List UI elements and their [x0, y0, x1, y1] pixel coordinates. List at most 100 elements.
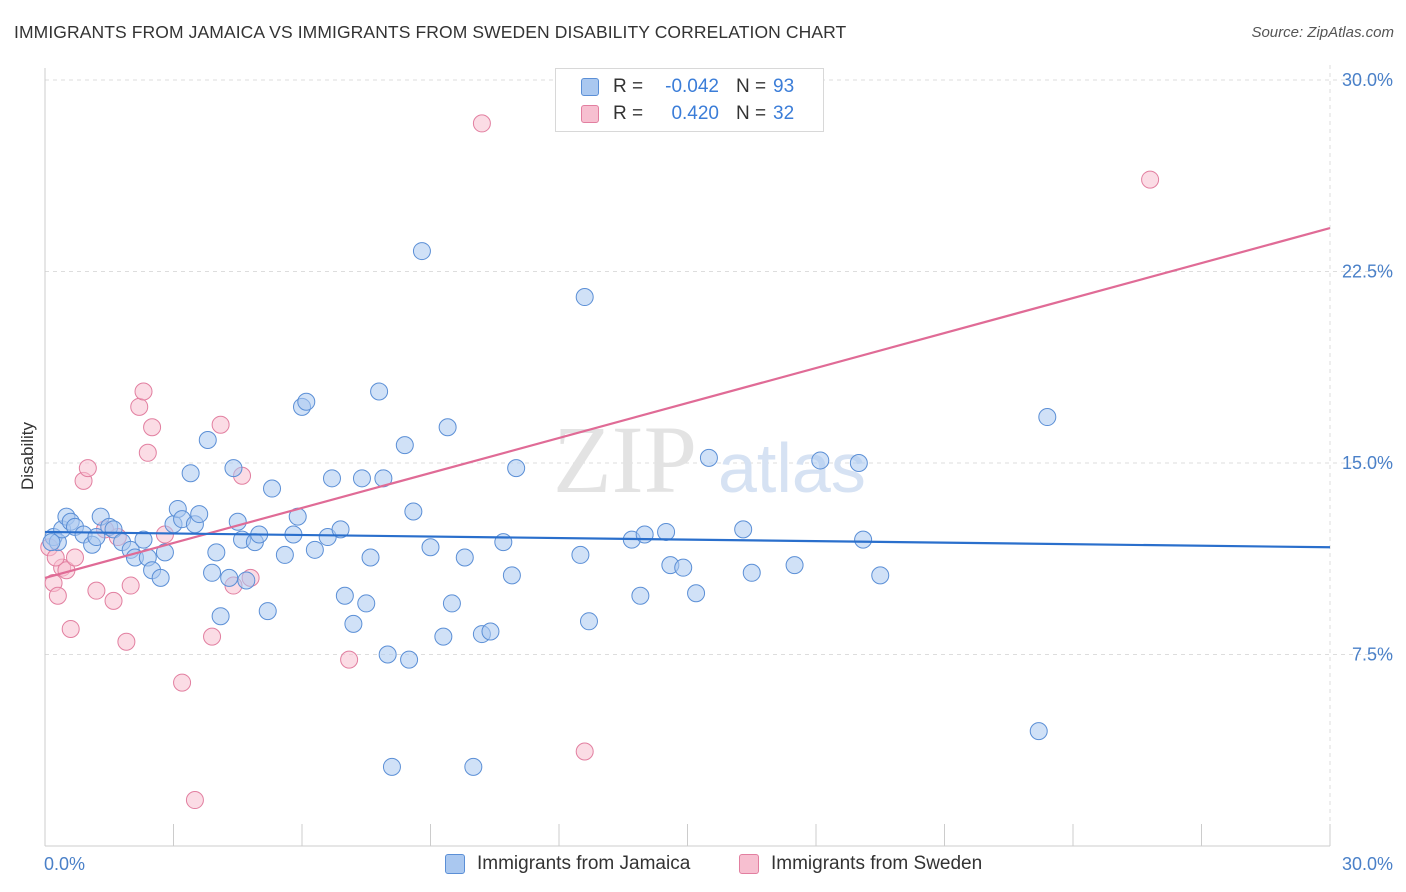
jamaica-point — [674, 558, 693, 577]
y-tick-label: 22.5% — [1342, 262, 1393, 282]
sweden-point — [138, 443, 157, 462]
jamaica-point — [237, 571, 256, 590]
jamaica-point — [579, 612, 598, 631]
bottom-legend-sweden-label: Immigrants from Sweden — [771, 853, 983, 874]
sweden-point — [117, 632, 136, 651]
jamaica-point — [352, 469, 371, 488]
jamaica-point — [404, 502, 423, 521]
jamaica-point — [481, 622, 500, 641]
jamaica-point — [297, 392, 316, 411]
jamaica-point — [849, 454, 868, 472]
jamaica-point — [134, 530, 153, 549]
jamaica-point — [322, 469, 341, 488]
bottom-swatch-sweden — [739, 854, 759, 874]
legend-row-sweden: R = 0.420 N = 32 — [556, 101, 823, 127]
legend-swatch-jamaica — [581, 78, 599, 96]
sweden-point — [48, 586, 67, 605]
chart-title: IMMIGRANTS FROM JAMAICA VS IMMIGRANTS FR… — [14, 22, 847, 42]
jamaica-point — [455, 548, 474, 567]
jamaica-point — [305, 540, 324, 559]
sweden-point — [130, 397, 149, 416]
jamaica-point — [263, 479, 282, 498]
jamaica-point — [507, 459, 526, 478]
tick-labels: 7.5% 15.0% 22.5% 30.0% 0.0% 30.0% — [44, 70, 1393, 874]
jamaica-point — [357, 594, 376, 613]
jamaica-point — [871, 566, 890, 585]
bottom-swatch-jamaica — [445, 854, 465, 874]
jamaica-point — [203, 563, 222, 582]
jamaica-point — [442, 594, 461, 613]
source-label: Source: ZipAtlas.com — [1251, 24, 1394, 41]
jamaica-point — [220, 568, 239, 587]
sweden-point — [1141, 170, 1160, 189]
legend-n-value: 93 — [773, 76, 795, 97]
x-tick-label: 30.0% — [1342, 854, 1393, 874]
jamaica-point — [434, 627, 453, 646]
jamaica-point — [382, 757, 401, 776]
jamaica-point — [502, 566, 521, 585]
sweden-point — [46, 548, 65, 567]
legend-swatch-sweden — [581, 105, 599, 123]
jamaica-point — [258, 602, 277, 621]
legend-r-label: R = — [613, 103, 644, 124]
jamaica-point — [42, 533, 61, 552]
sweden-point — [143, 418, 162, 437]
sweden-point — [472, 114, 491, 133]
jamaica-point — [151, 568, 170, 587]
watermark-atlas: atlas — [718, 429, 866, 507]
trend-lines — [44, 227, 1331, 579]
jamaica-point — [412, 242, 431, 261]
jamaica-point — [207, 543, 226, 562]
sweden-point — [78, 459, 97, 478]
legend-r-value: -0.042 — [665, 76, 719, 97]
jamaica-point — [275, 545, 294, 564]
jamaica-point — [438, 418, 457, 437]
jamaica-point — [1029, 722, 1048, 741]
bottom-legend-jamaica-label: Immigrants from Jamaica — [477, 853, 691, 874]
jamaica-point — [631, 586, 650, 605]
legend-n-label: N = — [736, 76, 767, 97]
watermark: ZIP atlas — [553, 406, 866, 513]
jamaica-point — [181, 464, 200, 483]
jamaica-point — [571, 545, 590, 564]
sweden-point — [104, 591, 123, 610]
sweden-point — [65, 548, 84, 567]
jamaica-point — [785, 556, 804, 575]
jamaica-point — [494, 533, 513, 552]
jamaica-point — [421, 538, 440, 557]
sweden-point — [185, 791, 204, 810]
x-tick-label: 0.0% — [44, 854, 85, 874]
jamaica-point — [378, 645, 397, 664]
jamaica-trend-line — [44, 530, 1331, 549]
sweden-trend-line — [44, 227, 1331, 579]
legend-row-jamaica: R = -0.042 N = 93 — [556, 74, 823, 100]
sweden-point — [203, 627, 222, 646]
sweden-point — [134, 382, 153, 401]
jamaica-point — [734, 520, 753, 539]
jamaica-point — [687, 584, 706, 603]
jamaica-point — [224, 459, 243, 478]
jamaica-point — [742, 563, 761, 582]
jamaica-point — [198, 431, 217, 450]
stats-legend: R = -0.042 N = 93 R = 0.420 N = 32 — [555, 68, 824, 132]
legend-n-value: 32 — [773, 103, 795, 124]
y-tick-label: 30.0% — [1342, 70, 1393, 90]
sweden-point — [121, 576, 140, 595]
jamaica-point — [335, 586, 354, 605]
sweden-point — [340, 650, 359, 669]
legend-r-label: R = — [613, 76, 644, 97]
jamaica-point — [699, 448, 718, 467]
jamaica-point — [344, 614, 363, 633]
sweden-point — [87, 581, 106, 600]
watermark-zip: ZIP — [553, 406, 697, 513]
jamaica-points — [42, 242, 1057, 776]
jamaica-point — [370, 382, 389, 401]
jamaica-point — [190, 505, 209, 524]
jamaica-point — [811, 451, 830, 470]
y-tick-label: 15.0% — [1342, 453, 1393, 473]
jamaica-point — [400, 650, 419, 669]
jamaica-point — [395, 436, 414, 455]
axes — [44, 68, 1331, 847]
sweden-point — [211, 415, 230, 434]
